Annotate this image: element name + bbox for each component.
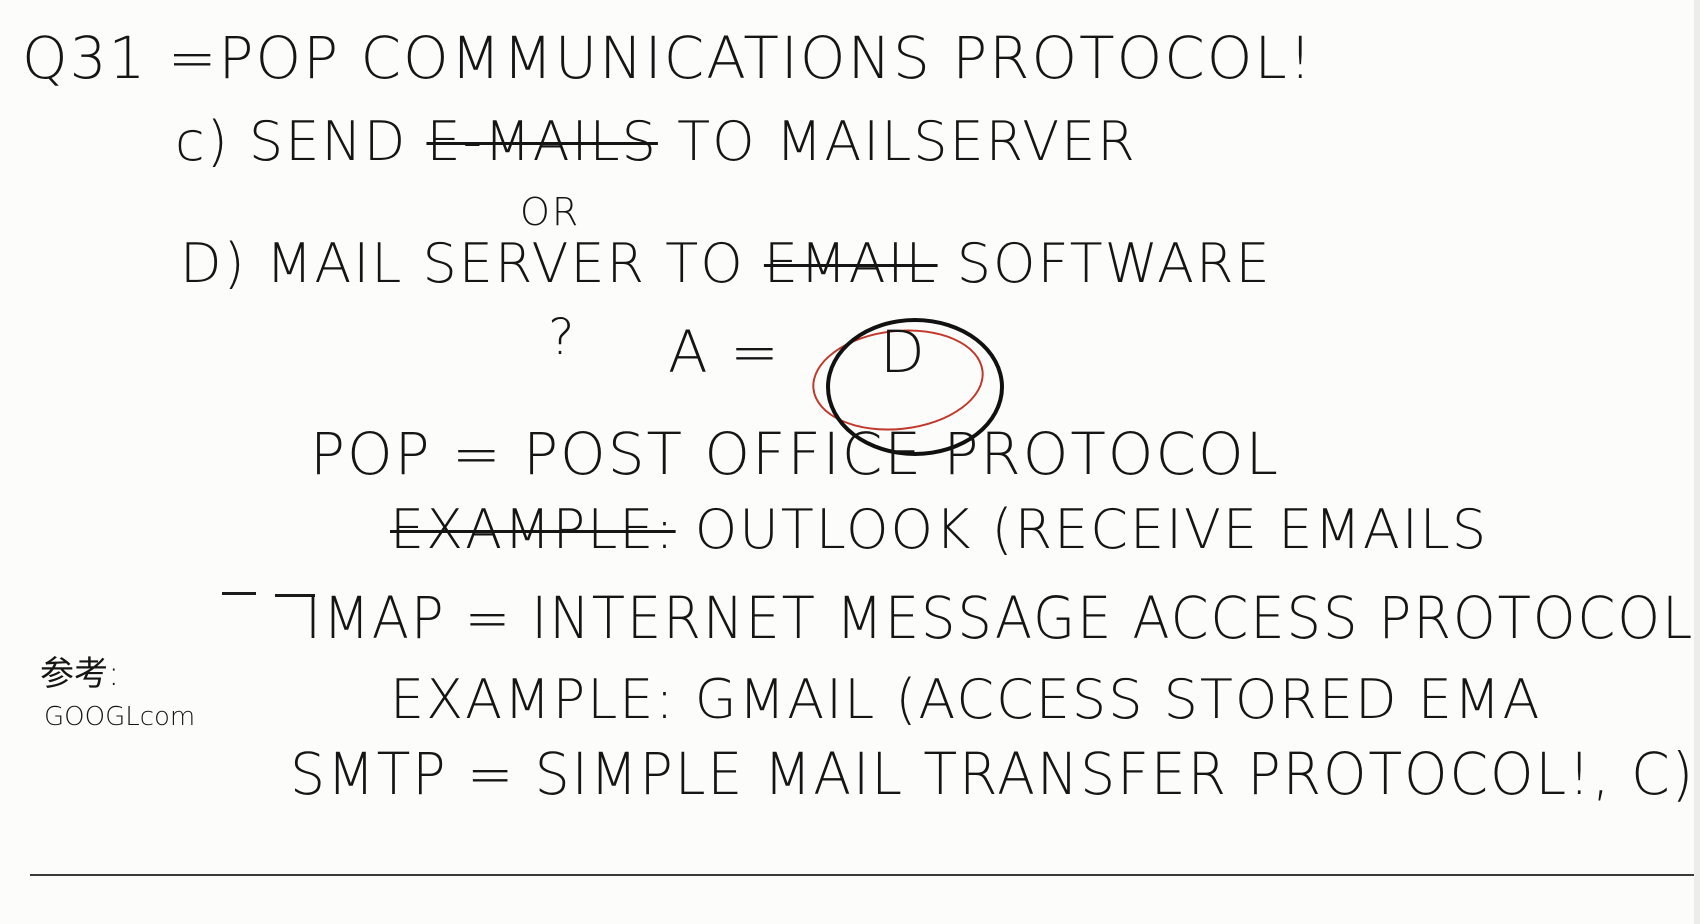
option-c: c) SEND E-MAILS TO MAILSERVER: [175, 110, 1137, 173]
answer-prefix: A =: [668, 318, 781, 386]
or-note: OR: [520, 190, 581, 234]
smtp-definition: SMTP = SIMPLE MAIL TRANSFER PROTOCOL!, C…: [290, 740, 1696, 808]
option-d-prefix: D) MAIL SERVER TO: [180, 232, 745, 295]
option-d: D) MAIL SERVER TO EMAIL SOFTWARE: [180, 232, 1272, 295]
page-bottom-rule: [30, 874, 1700, 876]
pop-example-label: EXAMPLE:: [390, 498, 676, 561]
imap-example: EXAMPLE: GMAIL (ACCESS STORED EMA: [390, 668, 1541, 731]
pop-example-text: OUTLOOK (RECEIVE EMAILS: [694, 498, 1489, 561]
imap-definition: IMAP = INTERNET MESSAGE ACCESS PROTOCOL: [305, 584, 1695, 652]
option-c-prefix: c) SEND: [175, 110, 408, 173]
dash-mark-2: [275, 594, 315, 597]
option-d-suffix: SOFTWARE: [956, 232, 1272, 295]
question-heading: Q31 =POP COMMUNICATIONS PROTOCOL!: [22, 24, 1314, 92]
pop-definition: POP = POST OFFICE PROTOCOL: [310, 420, 1280, 488]
question-mark: ?: [548, 308, 577, 366]
option-c-suffix: TO MAILSERVER: [677, 110, 1137, 173]
pop-example: EXAMPLE: OUTLOOK (RECEIVE EMAILS: [390, 498, 1488, 561]
side-note-source: GOOGLcom: [44, 702, 196, 732]
page-edge: [1694, 0, 1700, 924]
answer-circle: [826, 318, 1004, 456]
option-d-strikethrough: EMAIL: [763, 232, 938, 295]
option-c-strikethrough: E-MAILS: [426, 110, 658, 173]
answer-letter: D: [880, 318, 927, 386]
imap-example-text: GMAIL (ACCESS STORED EMA: [694, 668, 1542, 731]
side-note-reference: 参考:: [40, 654, 120, 694]
imap-example-label: EXAMPLE:: [390, 668, 676, 731]
dash-mark-1: [222, 592, 256, 595]
